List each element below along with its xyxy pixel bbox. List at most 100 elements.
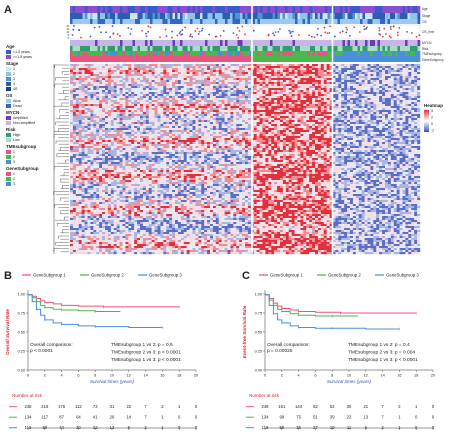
legend-label: 1 — [13, 171, 15, 176]
risk-cell: 1 — [178, 404, 181, 409]
legend-swatch — [6, 86, 11, 91]
risk-cell: 1 — [398, 425, 401, 430]
km-curve-group-1 — [28, 294, 180, 308]
y-tick-label: 0.75 — [18, 311, 25, 315]
y-tick-label: 1.00 — [18, 292, 25, 296]
overall-pvalue: Overall comparison: — [30, 342, 73, 348]
survival-plot-b: + GeneSubgroup 1 + GeneSubgroup 2 + GeneSubgr… — [5, 273, 198, 430]
legend-label: 2 — [13, 71, 15, 76]
x-tick-label: 18 — [414, 374, 418, 378]
risk-cell: 59 — [279, 425, 284, 430]
track-label: TMEsubgroup — [422, 52, 442, 56]
risk-cell: 62 — [313, 404, 318, 409]
legend-label: GeneSubgroup 1 — [33, 273, 66, 278]
risk-cell: 219 — [41, 404, 49, 409]
y-tick-label: 0.00 — [255, 368, 262, 372]
km-curve-group-2 — [265, 294, 358, 317]
x-tick-label: 8 — [331, 374, 333, 378]
legend-swatch — [6, 137, 11, 142]
annotation-track-age — [70, 6, 421, 13]
km-curve-group-2 — [28, 294, 121, 312]
risk-cell: 248 — [25, 404, 33, 409]
track-label: MYCN — [422, 41, 432, 45]
risk-cell: 44 — [59, 425, 64, 430]
risk-cell: 0 — [432, 425, 435, 430]
legend-item: 3 — [6, 181, 66, 186]
overall-pvalue: p < 0.0001 — [30, 348, 53, 354]
legend-label: Alive — [13, 98, 21, 103]
y-tick-label: 0.25 — [255, 349, 262, 353]
risk-cell: 13 — [363, 415, 368, 420]
risk-cell: 41 — [93, 415, 98, 420]
legend-item: Amplified — [6, 115, 66, 120]
legend-label: 4S — [13, 86, 18, 91]
risk-cell: 21 — [363, 404, 368, 409]
overall-pvalue: p = 0.00025 — [267, 348, 293, 354]
panel-a-label: A — [4, 4, 12, 16]
x-tick-label: 12 — [364, 374, 368, 378]
risk-cell: 23 — [347, 415, 352, 420]
risk-cell: 118 — [25, 425, 32, 430]
heatmap-legend-title: Heatmap — [424, 103, 443, 108]
risk-cell: 14 — [126, 415, 131, 420]
x-tick-label: 12 — [127, 374, 131, 378]
risk-cell: 72 — [93, 404, 98, 409]
x-tick-label: 8 — [94, 374, 96, 378]
legend-label: 2 — [13, 176, 15, 181]
legend-title: MYCN — [6, 110, 20, 115]
legend-marker: + — [141, 273, 144, 278]
x-tick-label: 10 — [110, 374, 114, 378]
legend-swatch — [6, 98, 11, 103]
annotation-track-mycn — [70, 40, 421, 46]
x-tick-label: 16 — [397, 374, 401, 378]
risk-cell: 22 — [93, 425, 98, 430]
legend-title: OS — [6, 93, 13, 98]
risk-cell: 64 — [76, 415, 81, 420]
os-scale-tick: 10 — [66, 31, 69, 34]
pairwise-pvalue: TMEsubgroup 2 vs 3: p = 0.004 — [348, 350, 415, 356]
risk-cell: 2 — [161, 404, 164, 409]
y-axis-label: Overall Survival Rate — [5, 309, 10, 355]
legend-item: 2 — [6, 176, 66, 181]
risk-table-title: Number at risk — [249, 393, 280, 398]
risk-cell: 1 — [161, 425, 164, 430]
y-axis-label: Event-free Survival Rate — [242, 305, 247, 358]
legend-swatch — [6, 149, 11, 154]
risk-cell: 22 — [126, 404, 131, 409]
legend-marker: + — [378, 273, 381, 278]
annotation-track-risk — [70, 46, 421, 51]
risk-cell: 0 — [178, 415, 181, 420]
panel-c-label: C — [242, 270, 250, 282]
risk-cell: 2 — [398, 404, 401, 409]
km-axes: 1.00 0.75 0.50 0.25 0.000 2 4 6 8 10 12 14 16 18 20 Sur… — [5, 290, 198, 384]
annotation-track-genesubgroup — [70, 56, 421, 62]
legend-item: 2 — [6, 71, 66, 76]
legend-label: GeneSubgroup 3 — [149, 273, 182, 278]
x-tick-label: 20 — [431, 374, 435, 378]
legend-label: GeneSubgroup 2 — [91, 273, 124, 278]
risk-cell: 0 — [432, 404, 435, 409]
overall-pvalue: Overall comparison: — [267, 342, 310, 348]
risk-cell: 0 — [195, 425, 198, 430]
legend-item: 1 — [6, 171, 66, 176]
risk-cell: 7 — [144, 404, 147, 409]
legend-swatch — [6, 154, 11, 159]
track-label: OS — [422, 20, 427, 24]
risk-cell: 7 — [144, 415, 147, 420]
legend-item: 3 — [6, 159, 66, 164]
legend-swatch — [6, 81, 11, 86]
legend-swatch — [6, 120, 11, 125]
annotation-track-stage — [70, 13, 421, 19]
legend-item: 3 — [6, 76, 66, 81]
km-legend: + GeneSubgroup 1 + GeneSubgroup 2 + GeneSubgr… — [22, 273, 182, 278]
legend-title: GeneSubgroup — [6, 166, 39, 171]
y-tick-label: 0.75 — [255, 311, 262, 315]
legend-label: 2 — [13, 154, 15, 159]
x-tick-label: 6 — [77, 374, 79, 378]
risk-cell: 0 — [195, 404, 198, 409]
y-tick-label: 0.50 — [255, 330, 262, 334]
risk-cell: 52 — [330, 404, 335, 409]
legend-item: >=1.5 years — [6, 54, 66, 59]
x-tick-label: 4 — [61, 374, 63, 378]
